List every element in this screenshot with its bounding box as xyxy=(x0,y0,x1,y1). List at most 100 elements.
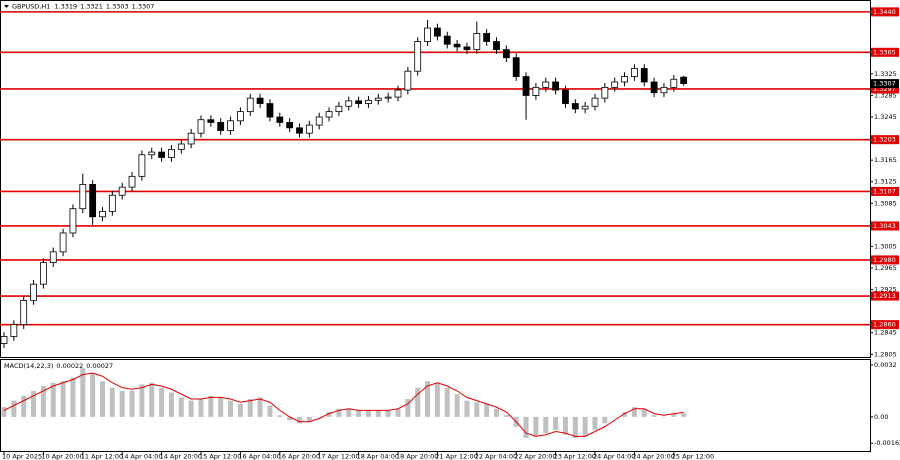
x-tick-label: 10 Apr 2025 xyxy=(2,453,42,460)
candle-body xyxy=(227,120,234,131)
y-tick-label: 1.3165 xyxy=(874,156,897,164)
candle-body xyxy=(305,124,313,134)
y-tick-label: 1.3085 xyxy=(874,199,897,207)
macd-bar xyxy=(434,382,440,417)
candle-body xyxy=(443,35,451,45)
candle-body xyxy=(99,210,106,218)
candle-body xyxy=(236,111,244,122)
macd-bar xyxy=(326,412,332,417)
macd-bar xyxy=(188,400,194,417)
macd-bar xyxy=(365,410,371,417)
level-label-box xyxy=(871,291,899,301)
last-low: 1.3303 xyxy=(106,3,129,11)
x-tick-label: 18 Apr 20:00 xyxy=(396,453,438,460)
macd-bar xyxy=(454,394,460,417)
candle-body xyxy=(424,27,431,42)
candle xyxy=(365,95,372,108)
candle xyxy=(581,101,589,114)
macd-bar xyxy=(375,410,381,417)
macd-bar xyxy=(31,390,37,417)
macd-bar xyxy=(681,413,687,417)
macd-bar xyxy=(109,387,115,417)
x-tick-label: 22 Apr 04:00 xyxy=(475,453,517,460)
candle-body xyxy=(562,89,569,104)
macd-bar xyxy=(622,412,628,417)
candle-body xyxy=(631,68,638,77)
candle xyxy=(394,85,402,102)
candle-body xyxy=(0,336,8,344)
price-label-box xyxy=(871,79,899,89)
candle-body xyxy=(59,232,67,253)
candle xyxy=(532,83,540,100)
candle xyxy=(345,96,353,111)
candle xyxy=(187,128,195,149)
candle-body xyxy=(118,186,126,196)
macd-bar xyxy=(612,416,618,418)
macd-name: MACD(14,22,3) xyxy=(4,362,53,370)
candle-body xyxy=(365,99,372,104)
macd-bar xyxy=(50,382,56,417)
candle-body xyxy=(217,122,225,131)
macd-bar xyxy=(129,390,135,417)
level-label: 1.3297 xyxy=(873,85,896,93)
x-tick-label: 16 Apr 04:00 xyxy=(238,453,280,460)
macd-bar xyxy=(484,403,490,417)
level-label: 1.3203 xyxy=(873,136,896,144)
candle-body xyxy=(315,116,323,126)
candle xyxy=(197,115,205,138)
candle xyxy=(89,180,97,225)
candle-body xyxy=(483,33,491,42)
macd-bar xyxy=(494,408,499,417)
candle xyxy=(99,207,106,222)
macd-bar xyxy=(405,399,411,417)
y-tick-label: -0.00162 xyxy=(874,439,900,447)
macd-bar xyxy=(346,408,352,417)
candle-body xyxy=(325,111,333,118)
macd-bar xyxy=(80,368,86,417)
level-label: 1.3365 xyxy=(873,48,896,56)
y-tick-label: 1.3245 xyxy=(874,113,897,121)
macd-bar xyxy=(287,416,293,421)
level-label-box xyxy=(871,47,899,57)
macd-bar xyxy=(562,416,568,435)
x-tick-label: 17 Apr 12:00 xyxy=(317,453,359,460)
candle-body xyxy=(10,324,18,337)
x-tick-label: 14 Apr 04:00 xyxy=(120,453,162,460)
candle-body xyxy=(522,76,530,96)
macd-bar xyxy=(395,408,401,417)
macd-bar xyxy=(572,416,578,438)
candle-body xyxy=(473,33,481,51)
macd-bar xyxy=(168,392,174,417)
macd-bar xyxy=(149,382,155,417)
y-tick-label: 0.00 xyxy=(874,413,888,421)
candle-body xyxy=(168,148,175,158)
chart-title: GBPUSD,H1 1.3319 1.3321 1.3303 1.3307 xyxy=(12,3,154,11)
level-label: 1.2913 xyxy=(873,292,896,300)
x-tick-label: 25 Apr 12:00 xyxy=(672,453,714,460)
macd-bar xyxy=(641,408,647,417)
candle-body xyxy=(581,105,589,110)
candle-body xyxy=(650,81,658,94)
candle xyxy=(69,204,77,238)
candle-body xyxy=(40,262,47,285)
candle xyxy=(118,182,126,200)
signal-last: 0.00027 xyxy=(86,362,113,370)
candle xyxy=(128,172,136,192)
symbol: GBPUSD,H1 xyxy=(12,3,50,11)
candle xyxy=(0,332,8,348)
candle-body xyxy=(20,299,28,326)
level-label: 1.3440 xyxy=(873,8,896,16)
candle-body xyxy=(621,76,628,83)
macd-bar xyxy=(267,405,273,417)
candle xyxy=(148,147,156,160)
candle xyxy=(414,37,422,76)
macd-bar xyxy=(444,387,450,417)
candle xyxy=(601,83,609,103)
x-tick-label: 11 Apr 12:00 xyxy=(81,453,123,460)
candle-body xyxy=(345,100,353,107)
macd-bar xyxy=(208,395,214,417)
candle xyxy=(49,247,57,267)
candle xyxy=(493,37,500,54)
macd-bar xyxy=(247,399,253,417)
